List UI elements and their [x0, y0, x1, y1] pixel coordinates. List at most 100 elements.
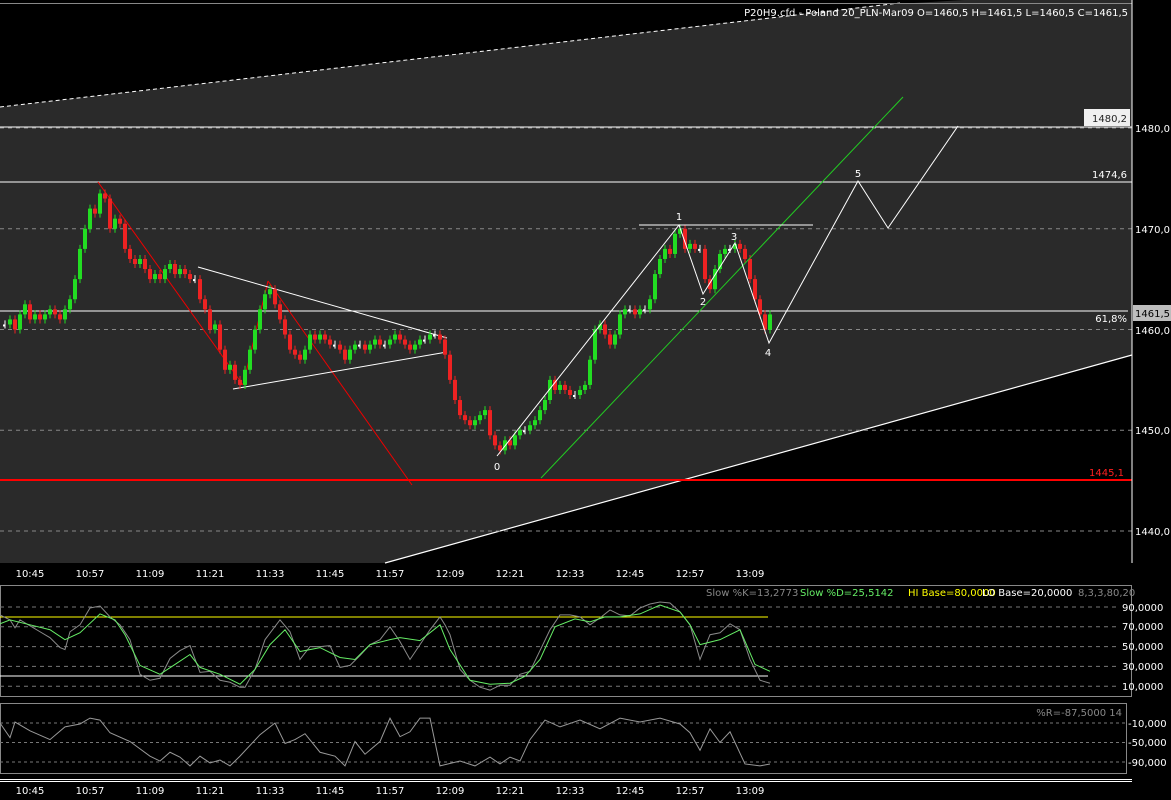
time-label: 13:09: [736, 786, 765, 797]
time-label: 11:57: [376, 569, 405, 580]
candle: [83, 228, 87, 249]
red-downtrend-line[interactable]: [97, 181, 244, 386]
green-trend-line[interactable]: [540, 96, 904, 479]
time-label: 12:21: [496, 786, 525, 797]
stoch-k-legend: Slow %K=13,2773: [706, 588, 798, 599]
wave-label-2: 2: [700, 297, 706, 308]
candle: [48, 309, 52, 315]
time-label: 11:09: [136, 786, 165, 797]
lower-channel-line[interactable]: [384, 354, 1133, 564]
panel-top-border: [0, 3, 1132, 4]
time-label: 11:33: [256, 786, 285, 797]
candle: [223, 349, 227, 370]
candle: [623, 309, 627, 315]
candle: [368, 344, 372, 350]
candle: [668, 248, 672, 254]
candle: [683, 228, 687, 249]
price-tick: 1470,0: [1135, 225, 1170, 236]
candle: [118, 218, 122, 224]
candle: [23, 304, 27, 315]
candle: [578, 389, 582, 395]
candle: [748, 258, 752, 280]
candle: [528, 425, 532, 431]
candle: [438, 334, 442, 340]
candle: [68, 299, 72, 310]
candle: [408, 344, 412, 350]
fib-label: 61,8%: [1095, 314, 1127, 325]
candle: [73, 279, 77, 300]
candle: [338, 344, 342, 350]
price-axis[interactable]: 1480,0 1470,0 1460,0 1450,0 1440,0 1461,…: [1131, 0, 1171, 563]
candle: [63, 309, 67, 320]
candle: [758, 299, 762, 315]
time-label: 12:09: [436, 786, 465, 797]
resistance-label: 1480,2: [1092, 114, 1127, 125]
candle: [278, 304, 282, 320]
candle: [593, 329, 597, 360]
candle: [298, 354, 302, 360]
candle: [363, 344, 367, 350]
stoch-tick: 70,0000: [1122, 622, 1163, 633]
candle: [123, 223, 127, 249]
candle: [353, 344, 357, 350]
elliott-wave-path[interactable]: [496, 125, 959, 457]
candle: [183, 269, 187, 275]
price-panel[interactable]: 0 1 2 3 4 5 1480,2 1474,6 61,8% 1445,1 P…: [0, 0, 1133, 564]
stoch-tick: 90,0000: [1122, 603, 1163, 614]
candle: [143, 258, 147, 270]
candle: [488, 410, 492, 436]
time-label: 10:57: [76, 569, 105, 580]
stoch-d-line: [0, 604, 771, 685]
triangle-lower-line[interactable]: [232, 351, 448, 390]
candle: [348, 349, 352, 360]
time-label: 12:33: [556, 786, 585, 797]
candle: [648, 299, 652, 310]
candle: [328, 339, 332, 345]
candle: [448, 354, 452, 380]
stochastic-panel[interactable]: Slow %K=13,2773 Slow %D=25,5142 HI Base=…: [0, 585, 1163, 697]
candle: [193, 279, 195, 282]
candle: [638, 309, 642, 315]
stoch-grid: [0, 606, 1118, 687]
candle: [588, 359, 592, 385]
candle: [163, 269, 167, 280]
candle: [418, 339, 422, 345]
triangle-upper-line[interactable]: [197, 266, 448, 339]
candle: [373, 339, 377, 345]
candle: [198, 279, 202, 300]
candle: [688, 243, 692, 249]
candle: [663, 248, 667, 259]
time-label: 12:57: [676, 569, 705, 580]
candle: [178, 269, 182, 275]
candle: [743, 248, 747, 259]
resistance-label-box: [1084, 109, 1130, 126]
red-downtrend-line-2[interactable]: [267, 280, 413, 486]
candle: [458, 400, 462, 416]
candle: [228, 364, 232, 370]
upper-channel-line[interactable]: [0, 2, 901, 108]
candle: [753, 279, 757, 300]
candle: [343, 349, 347, 360]
price-tick: 1460,0: [1135, 326, 1170, 337]
candle: [493, 435, 497, 446]
candle: [128, 248, 132, 259]
candle: [188, 274, 192, 280]
support-label: 1445,1: [1089, 468, 1124, 479]
candle: [168, 264, 172, 270]
candle: [463, 415, 467, 421]
candle: [268, 289, 272, 295]
candle: [88, 208, 92, 229]
stoch-tick: 10,0000: [1122, 682, 1163, 693]
candle: [508, 440, 512, 446]
wr-tick: -90,000: [1128, 758, 1167, 769]
williams-r-panel[interactable]: %R=-87,5000 14 -10,000 -50,000 -90,000: [0, 703, 1167, 782]
candle: [13, 319, 17, 330]
wave-label-5: 5: [855, 169, 861, 180]
candle: [563, 384, 567, 390]
candle: [428, 334, 432, 340]
candle: [568, 389, 572, 395]
candle: [358, 344, 360, 347]
candle: [553, 379, 557, 390]
price-tick: 1480,0: [1135, 124, 1170, 135]
